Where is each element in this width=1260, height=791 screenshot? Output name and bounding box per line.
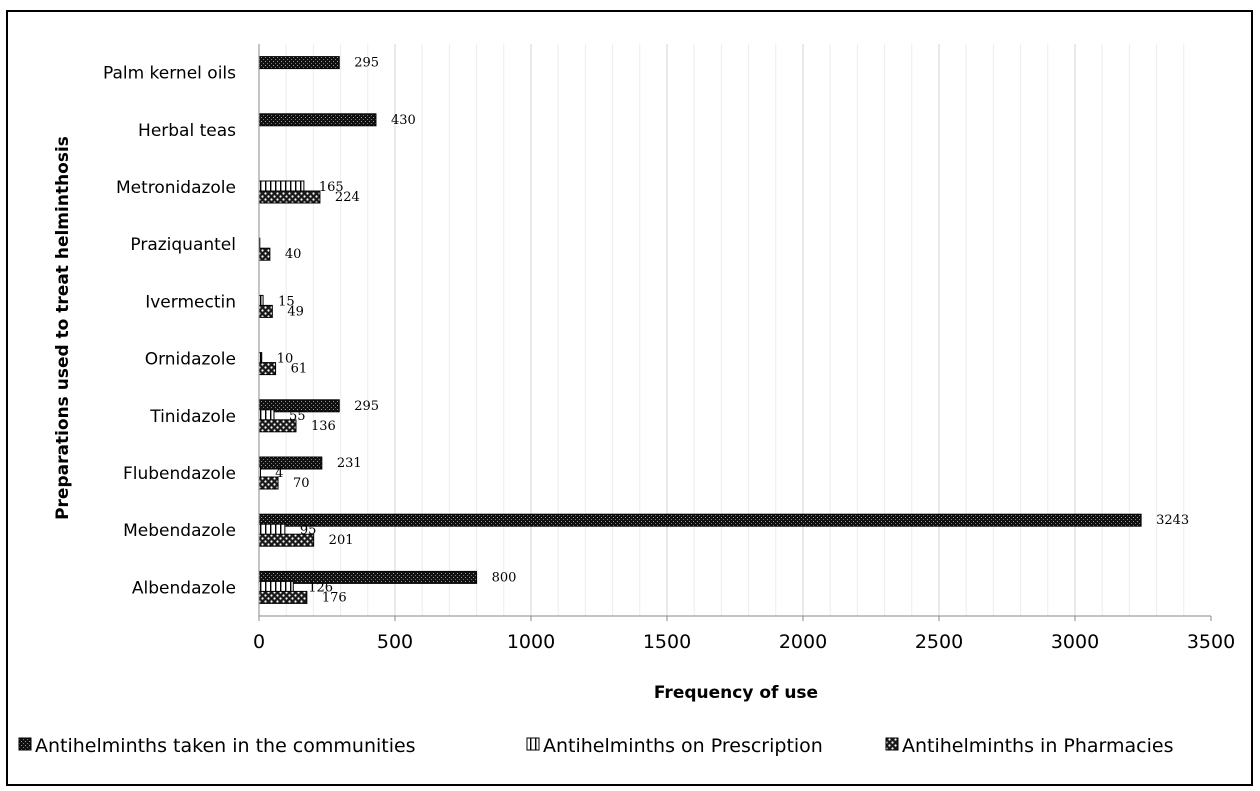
- data-label: 800: [492, 570, 517, 585]
- x-tick-label: 1500: [643, 631, 691, 653]
- bar-communities: [258, 456, 323, 470]
- bar-communities: [258, 56, 340, 70]
- data-label: 49: [287, 304, 304, 319]
- category-label: Mebendazole: [123, 521, 236, 541]
- data-label: 430: [391, 113, 416, 128]
- y-axis-title: Preparations used to treat helminthosis: [53, 136, 73, 520]
- x-tick-label: 2500: [915, 631, 963, 653]
- x-tick-label: 3000: [1051, 631, 1099, 653]
- category-label: Herbal teas: [138, 121, 236, 141]
- data-label: 165: [319, 180, 344, 195]
- bar-communities: [258, 113, 377, 127]
- data-label: 95: [300, 523, 317, 538]
- category-label: Ivermectin: [145, 292, 236, 312]
- legend-swatch-pharmacies: [885, 737, 899, 751]
- data-label: 126: [308, 580, 333, 595]
- data-label: 295: [354, 56, 379, 71]
- data-label: 295: [354, 399, 379, 414]
- category-label: Ornidazole: [145, 350, 236, 370]
- x-tick-label: 1000: [507, 631, 555, 653]
- category-label: Flubendazole: [123, 464, 236, 484]
- category-label: Albendazole: [132, 578, 236, 598]
- category-label: Palm kernel oils: [103, 64, 236, 84]
- data-label: 55: [289, 409, 306, 424]
- x-tick-label: 0: [253, 631, 265, 653]
- x-tick-label: 3500: [1187, 631, 1235, 653]
- x-tick-label: 500: [377, 631, 413, 653]
- x-axis-title: Frequency of use: [654, 683, 818, 703]
- data-label: 176: [322, 590, 347, 605]
- legend: Antihelminths taken in the communities An…: [18, 735, 1173, 757]
- data-label: 3243: [1156, 513, 1189, 528]
- axes: [258, 44, 1212, 621]
- category-label: Metronidazole: [116, 178, 236, 198]
- bar-pharmacies: [258, 247, 271, 261]
- category-label: Tinidazole: [149, 407, 236, 427]
- category-labels: Albendazole Mebendazole Flubendazole Tinida…: [103, 64, 236, 599]
- x-tick-labels: 0 500 1000 1500 2000 2500 3000 3500: [253, 631, 1235, 653]
- data-label: 231: [337, 456, 362, 471]
- bar-communities: [258, 513, 1142, 527]
- gridlines: [285, 44, 1185, 616]
- data-label: 10: [277, 352, 294, 367]
- legend-swatch-communities: [18, 737, 32, 751]
- data-label: 4: [275, 466, 283, 481]
- data-label: 61: [291, 362, 308, 377]
- data-label: 15: [278, 294, 295, 309]
- data-label: 201: [329, 533, 354, 548]
- category-label: Praziquantel: [130, 235, 236, 255]
- legend-label: Antihelminths taken in the communities: [35, 735, 416, 757]
- bars: [258, 56, 1142, 604]
- legend-swatch-prescription: [526, 737, 540, 751]
- legend-label: Antihelminths in Pharmacies: [902, 735, 1173, 757]
- bar-pharmacies: [258, 190, 321, 204]
- data-label: 224: [335, 190, 360, 205]
- bar-pharmacies: [258, 304, 273, 318]
- x-tick-label: 2000: [779, 631, 827, 653]
- data-label: 40: [285, 247, 302, 262]
- legend-label: Antihelminths on Prescription: [543, 735, 823, 757]
- data-label: 136: [311, 419, 336, 434]
- bar-pharmacies: [258, 590, 308, 604]
- chart-frame: [6, 10, 1253, 786]
- bar-pharmacies: [258, 362, 277, 376]
- data-label: 70: [293, 476, 310, 491]
